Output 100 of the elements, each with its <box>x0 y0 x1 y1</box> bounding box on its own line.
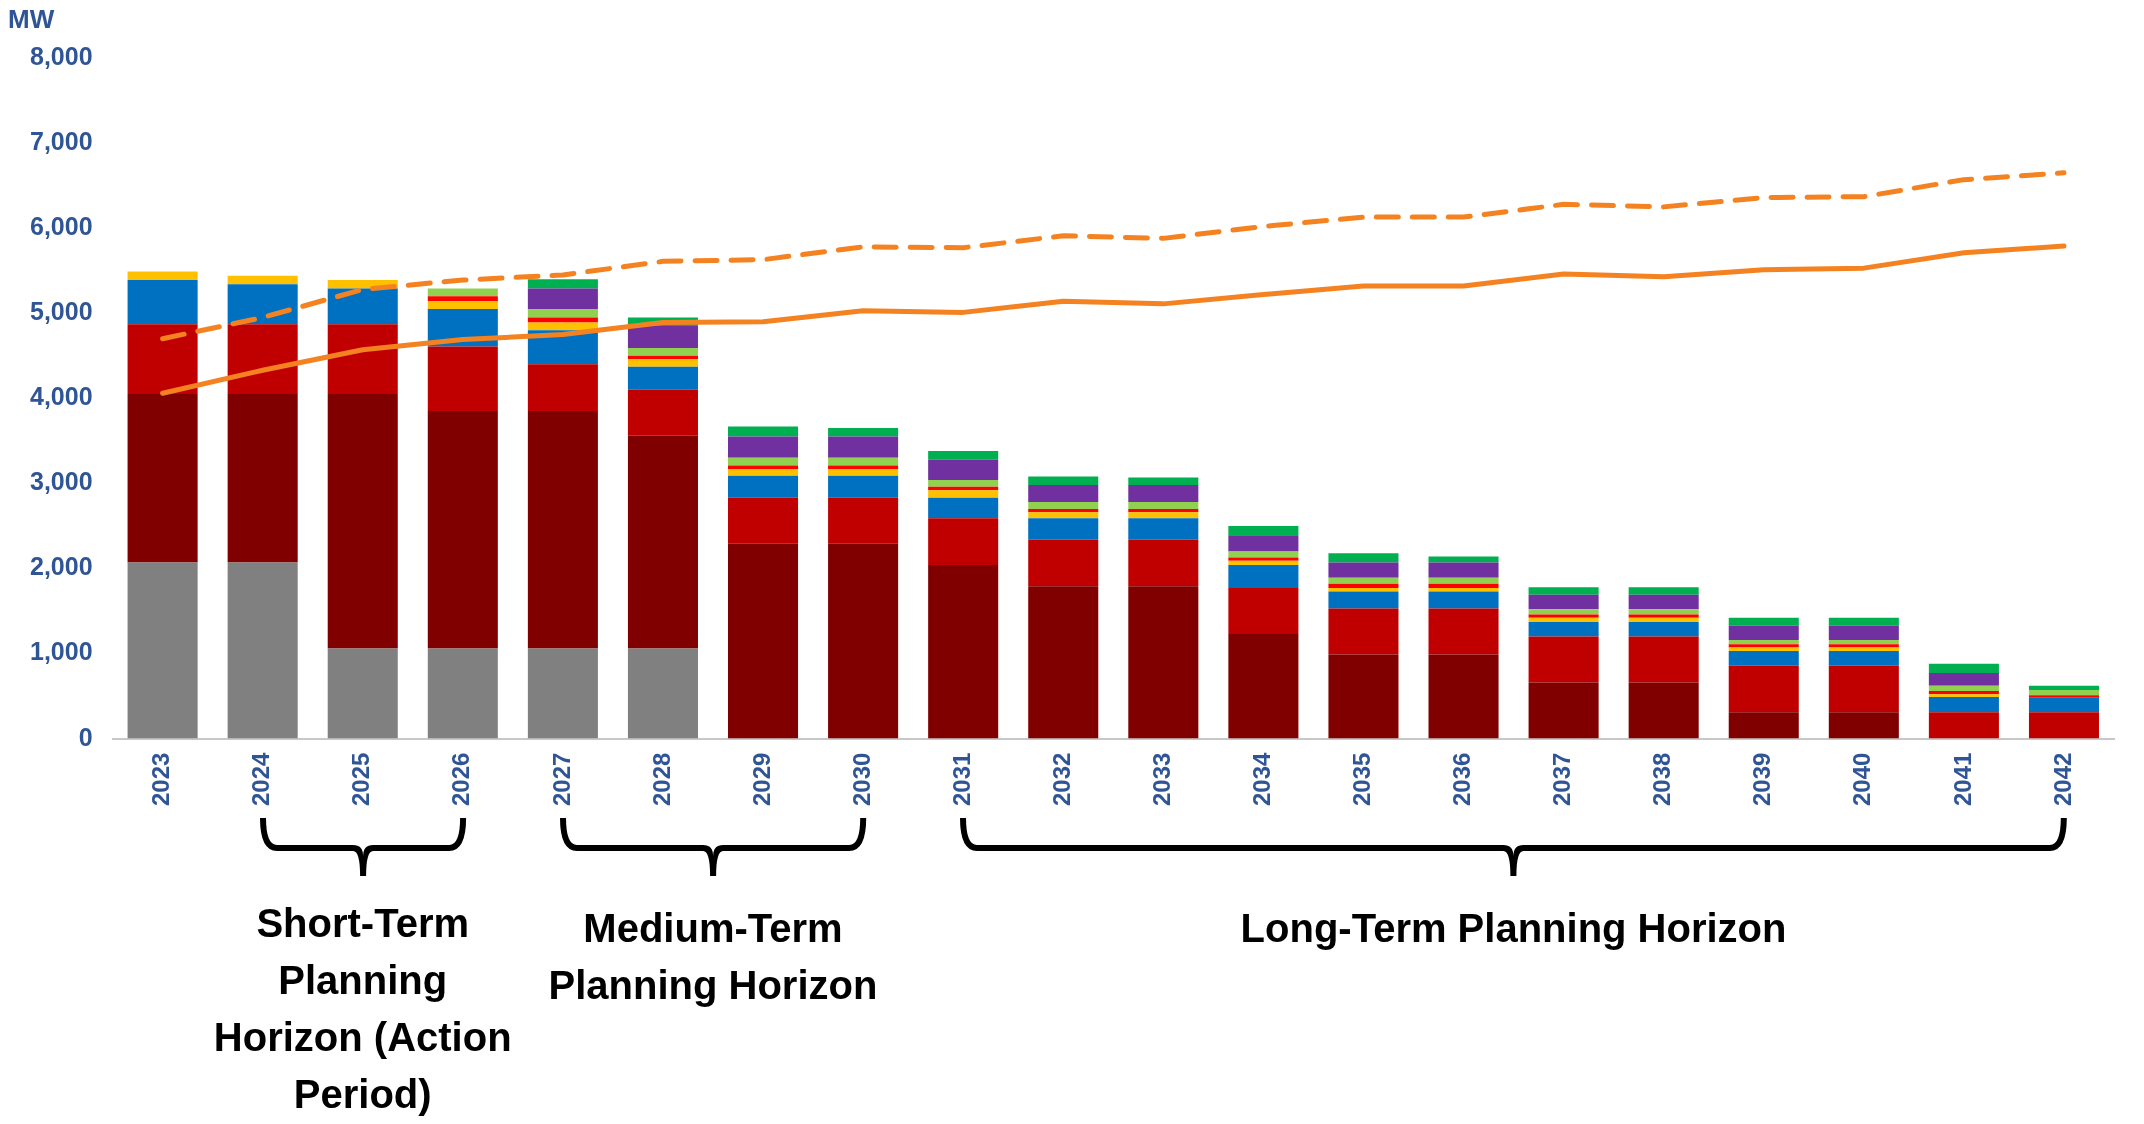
bar <box>527 279 598 289</box>
x-tick-label: 2026 <box>447 752 475 806</box>
bar <box>1628 622 1699 637</box>
x-tick-label: 2032 <box>1047 752 1075 806</box>
bar <box>227 324 298 395</box>
bar <box>1928 696 1999 713</box>
bar <box>728 457 799 466</box>
bar <box>1928 712 1999 739</box>
bar <box>527 411 598 649</box>
bar <box>1728 625 1799 640</box>
y-tick-label: 5,000 <box>30 297 93 326</box>
text: Long-Term Planning Horizon <box>1239 905 1788 952</box>
bar <box>627 359 698 367</box>
bar <box>627 348 698 356</box>
bar <box>1228 565 1299 589</box>
bar <box>828 436 899 458</box>
x-tick-label: 2039 <box>1748 752 1776 806</box>
bar <box>127 280 198 325</box>
bar <box>327 648 398 739</box>
bar <box>1028 502 1099 509</box>
x-tick-label: 2037 <box>1548 752 1576 806</box>
bar <box>828 475 899 498</box>
bar <box>1828 650 1899 666</box>
bar <box>1528 587 1599 595</box>
bar <box>527 317 598 323</box>
bar <box>1628 614 1699 618</box>
y-tick-label: 3,000 <box>30 467 93 496</box>
bar <box>327 394 398 649</box>
bar <box>1228 551 1299 558</box>
text: Medium-Term Planning Horizon <box>547 905 879 1009</box>
bar <box>928 565 999 739</box>
y-tick-label: 6,000 <box>30 212 93 241</box>
bar <box>427 288 498 297</box>
bar <box>1028 539 1099 587</box>
bar <box>1428 577 1499 584</box>
x-tick-label: 2036 <box>1448 752 1476 806</box>
x-tick-label: 2038 <box>1648 752 1676 806</box>
bar <box>1728 665 1799 713</box>
bar <box>1128 512 1199 519</box>
bar <box>627 325 698 349</box>
bar <box>1028 586 1099 739</box>
bar <box>1828 712 1899 739</box>
bar <box>1828 665 1899 713</box>
bar <box>427 301 498 309</box>
bar <box>928 490 999 498</box>
bar <box>1228 535 1299 552</box>
bar <box>1328 654 1399 739</box>
bar <box>728 426 799 437</box>
bar <box>1628 594 1699 610</box>
bar <box>1628 617 1699 623</box>
bar <box>1128 539 1199 587</box>
x-tick-label: 2030 <box>847 752 875 806</box>
bar <box>1828 639 1899 645</box>
bar <box>227 562 298 739</box>
bar <box>828 543 899 739</box>
y-tick-label: 2,000 <box>30 552 93 581</box>
bar <box>1628 636 1699 683</box>
bar <box>1528 614 1599 618</box>
bar <box>1128 477 1199 486</box>
bar <box>728 468 799 476</box>
x-tick-label: 2029 <box>747 752 775 806</box>
x-tick-label: 2033 <box>1147 752 1175 806</box>
bar <box>1228 557 1299 561</box>
bar <box>527 308 598 318</box>
bar <box>728 543 799 739</box>
bar <box>928 479 999 487</box>
bar <box>627 389 698 436</box>
bar <box>127 271 198 281</box>
bar <box>1428 556 1499 563</box>
bar <box>1928 685 1999 691</box>
bar <box>1728 650 1799 666</box>
bar <box>1628 609 1699 615</box>
bar <box>728 497 799 544</box>
bar <box>427 648 498 739</box>
bar <box>227 284 298 325</box>
bar <box>1628 587 1699 595</box>
bar <box>1428 591 1499 609</box>
bar <box>828 428 899 437</box>
y-tick-label: 8,000 <box>30 41 93 70</box>
y-tick-label: 1,000 <box>30 637 93 666</box>
bar <box>2028 697 2099 713</box>
bar <box>1428 562 1499 578</box>
x-tick-label: 2027 <box>547 752 575 806</box>
bar <box>2028 685 2099 691</box>
bar <box>1328 577 1399 584</box>
x-tick-label: 2042 <box>2048 752 2076 806</box>
bar <box>527 288 598 309</box>
x-tick-label: 2040 <box>1848 752 1876 806</box>
bar <box>1928 673 1999 686</box>
bar <box>1228 633 1299 739</box>
y-tick-label: 4,000 <box>30 382 93 411</box>
bar <box>1528 617 1599 623</box>
bar <box>627 366 698 390</box>
bar <box>627 648 698 739</box>
bar <box>1428 583 1499 589</box>
bar <box>1128 586 1199 739</box>
bar <box>1828 617 1899 626</box>
bar <box>1028 485 1099 503</box>
bar <box>2028 695 2099 698</box>
bar <box>928 459 999 480</box>
